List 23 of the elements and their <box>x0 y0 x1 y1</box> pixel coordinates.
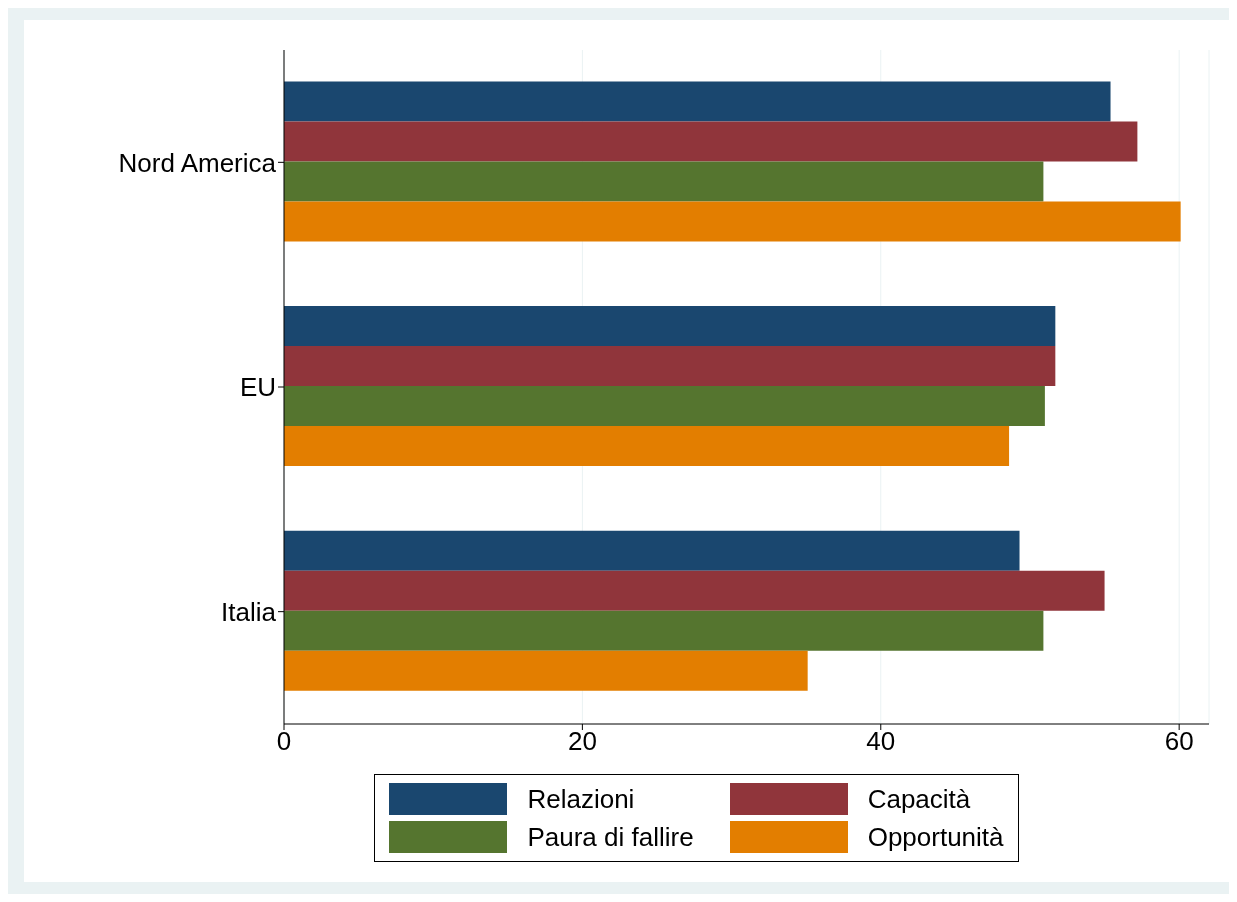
y-tick-label: EU <box>239 372 276 403</box>
bar <box>284 426 1010 467</box>
x-tick-label: 0 <box>276 726 292 757</box>
x-tick-label: 40 <box>866 726 896 757</box>
bar <box>284 121 1138 162</box>
bar <box>284 161 1044 202</box>
legend-label: Capacità <box>867 783 971 815</box>
x-tick-label: 60 <box>1164 726 1194 757</box>
y-tick-label: Italia <box>221 596 277 627</box>
bar <box>284 346 1056 387</box>
legend-label: Relazioni <box>527 783 635 815</box>
bar <box>284 570 1105 611</box>
bar <box>284 201 1181 242</box>
y-tick-label: Nord America <box>118 147 277 178</box>
bar <box>284 650 808 691</box>
x-tick-label: 20 <box>567 726 597 757</box>
bar <box>284 81 1111 122</box>
bar <box>284 530 1020 571</box>
bar <box>284 610 1044 651</box>
bar <box>284 306 1056 347</box>
legend-label: Opportunità <box>867 821 1004 853</box>
legend-label: Paura di fallire <box>527 821 694 853</box>
bar <box>284 386 1045 427</box>
